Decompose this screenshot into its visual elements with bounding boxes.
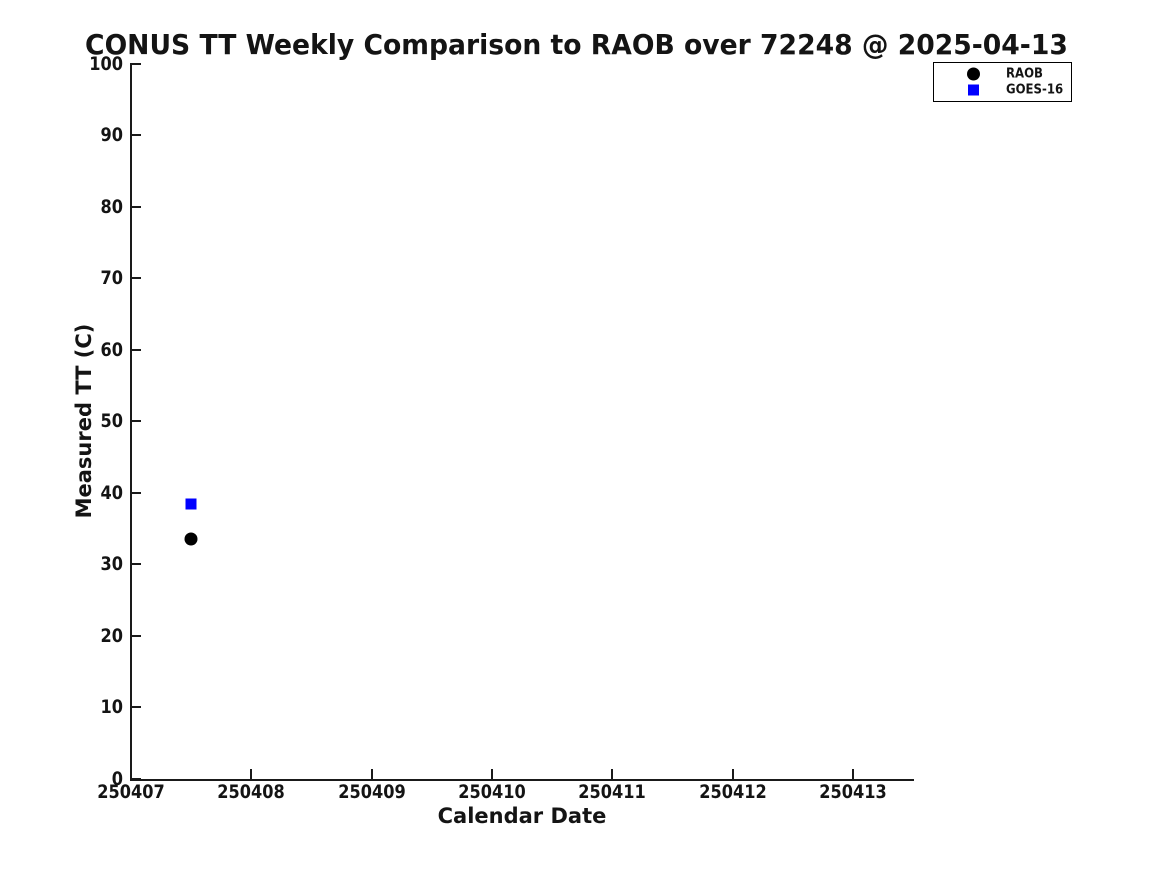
legend: RAOB GOES-16 bbox=[933, 62, 1072, 102]
y-tick-label: 70 bbox=[100, 267, 123, 290]
x-axis-spine bbox=[130, 779, 914, 781]
data-point-raob bbox=[184, 532, 198, 546]
y-tick bbox=[131, 706, 141, 709]
x-tick bbox=[490, 769, 493, 779]
y-tick bbox=[131, 134, 141, 137]
chart-title: CONUS TT Weekly Comparison to RAOB over … bbox=[85, 28, 1068, 61]
y-tick bbox=[131, 348, 141, 351]
legend-label: GOES-16 bbox=[1006, 82, 1064, 98]
y-tick bbox=[131, 778, 141, 780]
x-tick-label: 250407 bbox=[97, 781, 165, 803]
x-tick bbox=[851, 769, 854, 779]
y-tick bbox=[131, 563, 141, 566]
y-tick-label: 90 bbox=[100, 124, 123, 147]
x-tick-label: 250409 bbox=[337, 781, 406, 803]
y-tick bbox=[131, 277, 141, 280]
legend-entry: RAOB bbox=[934, 66, 1071, 82]
legend-entry: GOES-16 bbox=[934, 82, 1071, 98]
y-tick bbox=[131, 491, 141, 494]
y-tick-label: 30 bbox=[100, 553, 123, 576]
y-tick-label: 20 bbox=[100, 624, 123, 647]
x-tick bbox=[250, 769, 253, 779]
data-point-goes-16 bbox=[185, 498, 197, 510]
y-tick-label: 60 bbox=[100, 338, 123, 361]
x-tick-label: 250412 bbox=[698, 781, 767, 803]
y-tick-label: 50 bbox=[100, 410, 123, 433]
y-tick bbox=[131, 62, 141, 65]
x-tick-label: 250411 bbox=[578, 781, 646, 803]
y-tick bbox=[131, 205, 141, 208]
legend-marker-raob-icon bbox=[967, 67, 980, 81]
x-tick bbox=[731, 769, 734, 779]
x-tick-label: 250408 bbox=[217, 781, 286, 803]
x-tick bbox=[130, 769, 132, 779]
y-tick-label: 40 bbox=[100, 481, 123, 504]
x-tick bbox=[611, 769, 614, 779]
x-tick-label: 250413 bbox=[819, 781, 887, 803]
x-tick bbox=[370, 769, 373, 779]
y-tick-label: 80 bbox=[100, 195, 123, 218]
y-tick-label: 0 bbox=[111, 768, 123, 790]
x-tick-label: 250410 bbox=[458, 781, 526, 803]
y-tick bbox=[131, 634, 141, 637]
y-tick-label: 100 bbox=[89, 52, 123, 75]
legend-label: RAOB bbox=[1006, 66, 1043, 82]
x-axis-label: Calendar Date bbox=[437, 804, 607, 828]
y-tick bbox=[131, 420, 141, 423]
legend-marker-goes-16-icon bbox=[968, 84, 979, 96]
y-tick-label: 10 bbox=[100, 696, 123, 719]
